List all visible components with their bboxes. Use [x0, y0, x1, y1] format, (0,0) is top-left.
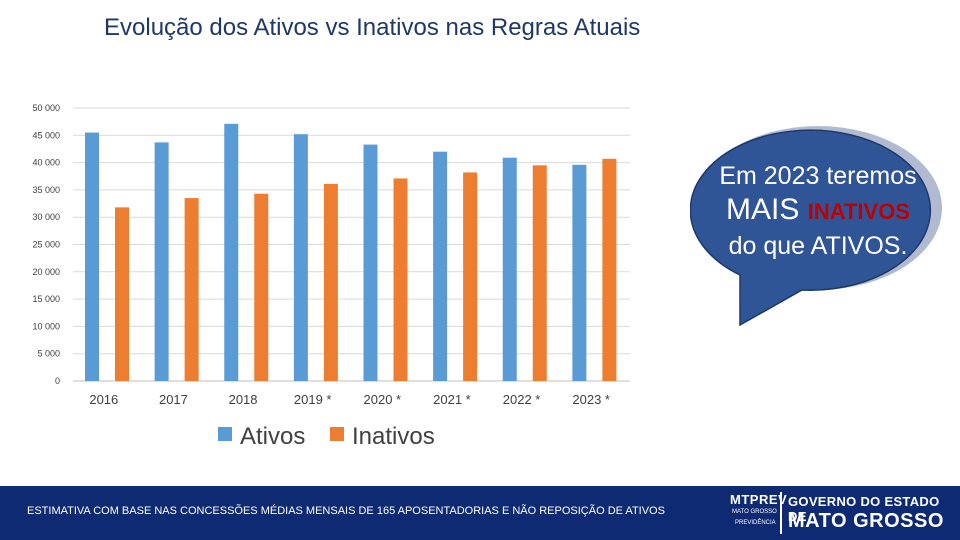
bar-ativos-1	[154, 142, 169, 381]
legend-swatch-ativos	[218, 427, 232, 441]
y-tick-label: 25 000	[32, 240, 60, 250]
x-tick-label: 2020 *	[364, 392, 402, 407]
x-tick-label: 2021 *	[433, 392, 471, 407]
legend-label-inativos: Inativos	[352, 423, 435, 450]
bar-ativos-2	[224, 123, 239, 382]
bar-ativos-0	[85, 132, 99, 381]
y-tick-label: 40 000	[32, 158, 60, 168]
bars	[85, 123, 617, 382]
x-tick-label: 2023 *	[572, 392, 610, 407]
bar-inativos-5	[463, 172, 478, 381]
y-tick-label: 30 000	[32, 212, 60, 222]
bar-inativos-2	[254, 193, 269, 381]
speech-bubble	[690, 126, 942, 327]
x-tick-label: 2018	[229, 392, 258, 407]
x-tick-label: 2016	[89, 392, 118, 407]
logo-mtprev-subtitle-2: PREVIDÊNCIA	[735, 520, 776, 526]
speech-bubble-shape	[690, 129, 932, 327]
callout-line-1: Em 2023 teremos	[719, 162, 917, 190]
logo-mtprev: MTPREV	[730, 492, 788, 507]
y-tick-label: 50 000	[32, 103, 60, 113]
y-axis-ticks: 0 5 000 10 000 15 000 20 000 25 000 30 000 35 0…	[32, 103, 60, 386]
callout-text: Em 2023 teremos MAIS INATIVOS do que ATI…	[694, 160, 942, 262]
x-axis-ticks: 2016 2017 2018 2019 * 2020 * 2021 * 2022 * 2023…	[89, 392, 610, 407]
callout-line-3: do que ATIVOS.	[728, 232, 908, 260]
y-tick-label: 0	[55, 376, 60, 386]
bar-inativos-4	[393, 178, 408, 381]
logo-government: GOVERNO DO ESTADO DE	[788, 494, 940, 524]
callout-line-2: MAIS INATIVOS	[694, 192, 942, 230]
y-tick-label: 15 000	[32, 294, 60, 304]
chart-title: Evolução dos Ativos vs Inativos nas Regr…	[104, 14, 641, 41]
x-tick-label: 2019 *	[294, 392, 332, 407]
bar-inativos-3	[323, 183, 338, 381]
government-logo: MTPREV MATO GROSSO PREVIDÊNCIA GOVERNO D…	[728, 490, 960, 536]
legend-swatch-inativos	[330, 427, 344, 441]
bar-ativos-5	[433, 151, 448, 381]
logo-divider	[780, 492, 782, 534]
legend-label-ativos: Ativos	[240, 423, 305, 450]
x-tick-label: 2022 *	[503, 392, 541, 407]
bar-ativos-3	[293, 134, 308, 381]
logo-mtprev-subtitle: MATO GROSSO	[732, 509, 777, 515]
bar-ativos-6	[502, 157, 517, 381]
y-tick-label: 45 000	[32, 130, 60, 140]
y-tick-label: 10 000	[32, 321, 60, 331]
bar-chart: 0 5 000 10 000 15 000 20 000 25 000 30 000 35 0…	[32, 103, 630, 450]
callout-inativos-highlight: INATIVOS	[807, 199, 910, 224]
legend: Ativos Inativos	[218, 423, 435, 450]
bar-inativos-0	[115, 207, 129, 381]
footer-note: ESTIMATIVA COM BASE NAS CONCESSÕES MÉDIA…	[27, 505, 665, 517]
y-tick-label: 35 000	[32, 185, 60, 195]
bar-inativos-1	[184, 198, 199, 381]
bar-inativos-6	[532, 165, 547, 381]
y-tick-label: 20 000	[32, 267, 60, 277]
bar-ativos-4	[363, 144, 378, 381]
x-tick-label: 2017	[159, 392, 188, 407]
footer-bar	[0, 486, 960, 540]
logo-state: MATO GROSSO	[788, 510, 944, 532]
bar-ativos-7	[572, 164, 587, 381]
bar-inativos-7	[602, 158, 617, 381]
y-tick-label: 5 000	[37, 349, 60, 359]
callout-mais: MAIS	[726, 193, 800, 226]
